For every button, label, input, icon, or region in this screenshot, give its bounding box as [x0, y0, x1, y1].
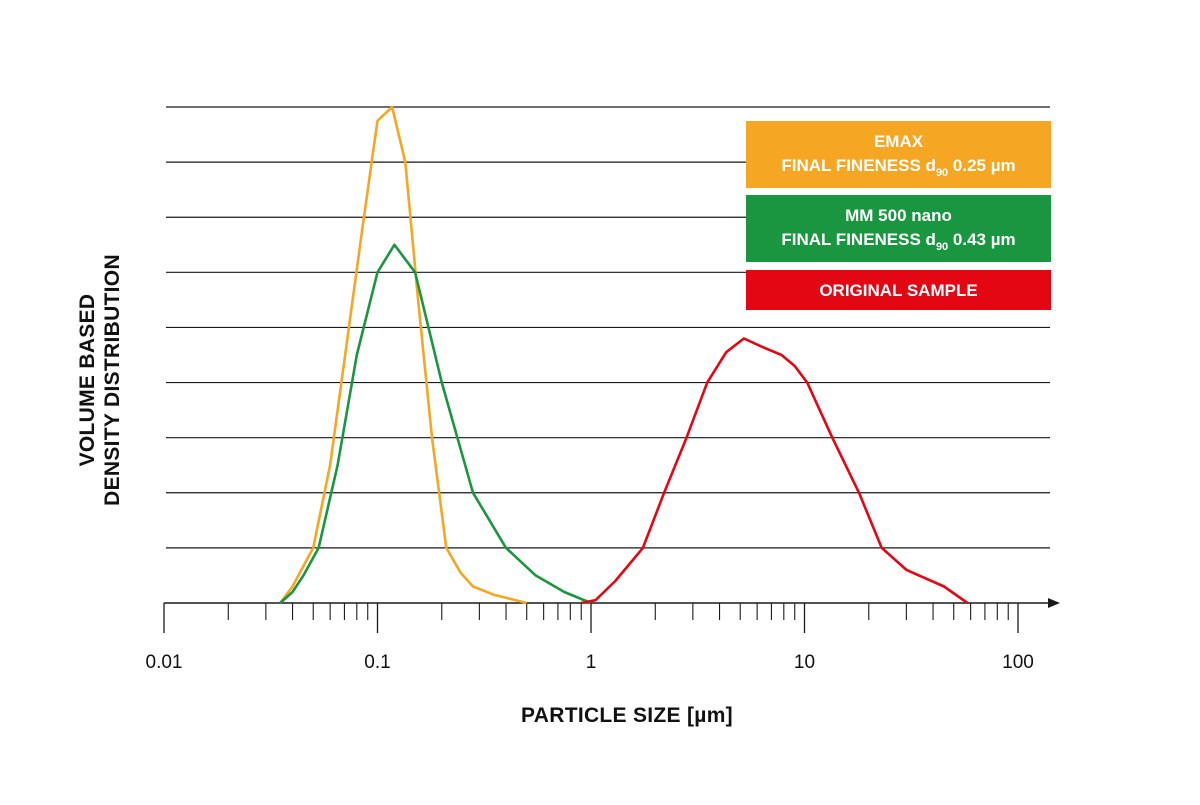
legend-label-1-line-2: FINAL FINENESS d90 0.25 µm [781, 156, 1015, 179]
x-tick-label: 10 [794, 652, 815, 673]
series-line-2 [279, 243, 592, 605]
series-lines [279, 105, 969, 605]
y-axis-title-line-1: VOLUME BASED [76, 294, 99, 467]
legend-label-3: ORIGINAL SAMPLE [819, 281, 977, 300]
legend-box-1 [746, 121, 1051, 188]
legend-label-2-line-1: MM 500 nano [845, 206, 952, 225]
x-tick-label: 1 [586, 652, 597, 673]
grid-lines [166, 106, 1050, 549]
legend-label-2-line-2: FINAL FINENESS d90 0.43 µm [781, 230, 1015, 253]
y-axis-title: VOLUME BASED DENSITY DISTRIBUTION [76, 254, 124, 506]
series-line-3 [580, 337, 969, 605]
x-axis-title: PARTICLE SIZE [µm] [521, 704, 733, 727]
legend-box-3 [746, 270, 1051, 310]
x-tick-label: 100 [1002, 652, 1034, 673]
x-tick-label: 0.1 [364, 652, 390, 673]
legend-label-1-line-1: EMAX [874, 132, 924, 151]
x-axis: 0.01 0.1 1 10 100 [146, 598, 1060, 673]
y-axis-title-line-2: DENSITY DISTRIBUTION [101, 254, 124, 506]
legend: EMAX FINAL FINENESS d90 0.25 µm MM 500 nan… [746, 121, 1051, 310]
legend-box-2 [746, 195, 1051, 262]
x-tick-label: 0.01 [146, 652, 183, 673]
series-line-1 [279, 105, 528, 605]
x-axis-arrow [1048, 598, 1060, 608]
